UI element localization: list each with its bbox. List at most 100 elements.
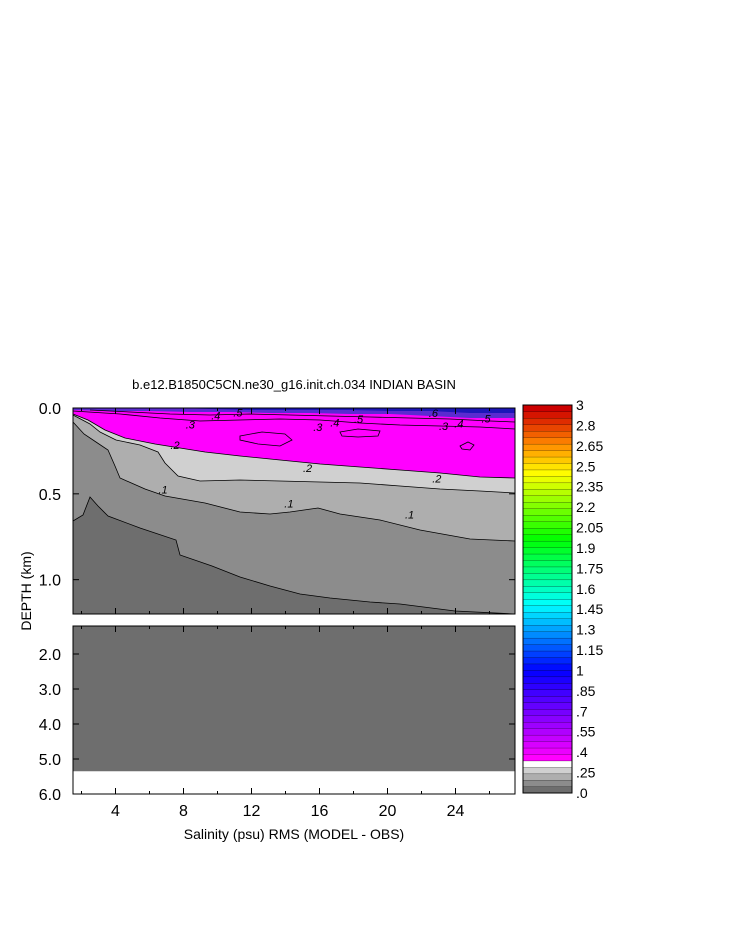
colorbar-box — [522, 527, 573, 535]
colorbar-box — [522, 573, 573, 581]
contour-label: .4 — [330, 418, 339, 430]
contour-line — [72, 410, 516, 430]
colorbar-box — [522, 540, 573, 548]
colorbar-box — [522, 702, 573, 710]
x-tick-label: 12 — [243, 803, 261, 820]
y-tick-label: 5.0 — [39, 752, 61, 769]
x-tick-label: 8 — [179, 803, 188, 820]
colorbar-box — [522, 404, 573, 412]
contour-label: .6 — [429, 408, 439, 420]
lower-panel-frame — [72, 625, 516, 795]
colorbar-box — [522, 560, 573, 568]
y-tick-label: 4.0 — [39, 717, 61, 734]
colorbar-box — [522, 715, 573, 723]
x-axis: 4 8 12 16 20 24 — [81, 408, 490, 820]
contour-label: .2 — [432, 473, 441, 485]
colorbar-box — [522, 437, 573, 445]
colorbar-box — [522, 663, 573, 671]
colorbar-box — [522, 721, 573, 729]
contour-line — [72, 496, 516, 615]
colorbar-label: 2.35 — [576, 479, 603, 495]
contour-label: .4 — [454, 418, 463, 430]
contour-line — [339, 428, 381, 438]
y-tick-label: 1.0 — [39, 573, 61, 590]
colorbar-label: 2.05 — [576, 520, 603, 536]
colorbar-label: 1 — [576, 662, 584, 678]
colorbar-box — [522, 514, 573, 522]
lower-panel-seafloor-fill — [73, 626, 515, 772]
colorbar-box — [522, 773, 573, 781]
colorbar-label: 1.3 — [576, 622, 596, 638]
contour-label: .2 — [303, 463, 312, 475]
colorbar-box — [522, 728, 573, 736]
contour-line — [72, 421, 516, 542]
contour-label: .1 — [284, 498, 293, 510]
colorbar-box — [522, 786, 573, 794]
contour-label: .3 — [313, 422, 323, 434]
contour-label: .5 — [233, 407, 243, 419]
contour-label: .4 — [211, 411, 220, 423]
colorbar-box — [522, 644, 573, 652]
colorbar-label: 3 — [576, 397, 584, 413]
colorbar-box — [522, 637, 573, 645]
y-axis-lower: 2.0 3.0 4.0 5.0 6.0 — [39, 647, 515, 804]
colorbar-box — [522, 611, 573, 619]
y-axis-upper: 0.0 0.5 1.0 — [39, 401, 515, 590]
colorbar-label: 1.9 — [576, 540, 596, 556]
colorbar-box — [522, 605, 573, 613]
contour-label: .2 — [170, 440, 179, 452]
colorbar-label: .0 — [576, 785, 588, 801]
colorbar-label: .55 — [576, 724, 596, 740]
colorbar-box — [522, 734, 573, 742]
contour-line — [459, 441, 475, 451]
colorbar-box — [522, 508, 573, 516]
y-tick-label: 0.5 — [39, 487, 61, 504]
y-axis-label: DEPTH (km) — [18, 551, 34, 630]
contour-label: .1 — [159, 485, 168, 497]
colorbar-box — [522, 624, 573, 632]
colorbar-box — [522, 670, 573, 678]
colorbar-box — [522, 676, 573, 684]
colorbar-label: 2.8 — [576, 417, 596, 433]
colorbar-box — [522, 456, 573, 464]
colorbar-box — [522, 547, 573, 555]
colorbar-box — [522, 631, 573, 639]
upper-panel-frame — [72, 407, 516, 615]
colorbar-box — [522, 618, 573, 626]
x-tick-label: 16 — [311, 803, 329, 820]
y-tick-label: 0.0 — [39, 401, 61, 418]
colorbar-box — [522, 779, 573, 787]
colorbar-label: 1.6 — [576, 581, 596, 597]
colorbar-box — [522, 463, 573, 471]
contour-label: .5 — [354, 414, 364, 426]
colorbar-box — [522, 592, 573, 600]
colorbar-box — [522, 760, 573, 768]
colorbar-box — [522, 430, 573, 438]
contour-line — [72, 414, 516, 494]
colorbar-box — [522, 443, 573, 451]
y-tick-label: 6.0 — [39, 787, 61, 804]
colorbar-box — [522, 424, 573, 432]
colorbar-box — [522, 417, 573, 425]
colorbar-label: .4 — [576, 744, 588, 760]
colorbar-label: .25 — [576, 765, 596, 781]
x-tick-label: 4 — [111, 803, 120, 820]
colorbar-box — [522, 450, 573, 458]
colorbar-label: 1.45 — [576, 601, 603, 617]
x-axis-label: Salinity (psu) RMS (MODEL - OBS) — [184, 826, 404, 842]
contour-label: .3 — [439, 421, 449, 433]
colorbar-label: .85 — [576, 683, 596, 699]
dark-blue-band — [180, 408, 515, 413]
colorbar-box — [522, 689, 573, 697]
colorbar-label: .7 — [576, 703, 588, 719]
chart-title: b.e12.B1850C5CN.ne30_g16.init.ch.034 IND… — [132, 377, 456, 392]
x-tick-label: 24 — [447, 803, 465, 820]
colorbar-box — [522, 469, 573, 477]
colorbar: 3 2.8 2.65 2.5 2.35 2.2 2.05 1.9 1.75 1.6 1.45 1.3 1… — [522, 397, 603, 801]
y-tick-label: 2.0 — [39, 647, 61, 664]
upper-panel: .3.4.5.3.4.5.6.3.4.5.2.2.2.1.1.1 — [72, 407, 516, 615]
colorbar-box — [522, 657, 573, 665]
lower-panel — [72, 625, 516, 795]
contour-label: .5 — [482, 413, 492, 425]
contour-line — [72, 413, 516, 479]
